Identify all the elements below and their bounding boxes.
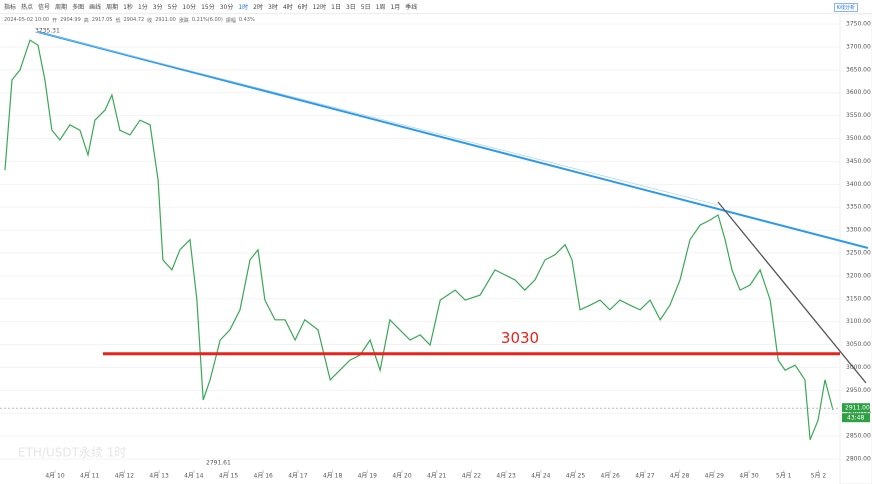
y-tick-label: 3450.00	[846, 158, 871, 165]
toolbar-item[interactable]: 6时	[297, 4, 308, 11]
y-tick-label: 3600.00	[846, 89, 871, 96]
y-tick-label: 2800.00	[846, 456, 871, 463]
toolbar-item[interactable]: 季线	[405, 4, 418, 11]
x-tick-label: 4月 14	[184, 473, 204, 480]
y-tick-label: 3750.00	[846, 21, 871, 28]
x-tick-label: 4月 15	[219, 473, 239, 480]
x-tick-label: 4月 10	[45, 473, 65, 480]
x-tick-label: 4月 13	[149, 473, 169, 480]
x-tick-label: 5月 2	[811, 473, 827, 480]
x-tick-label: 4月 27	[635, 473, 655, 480]
x-tick-label: 5月 1	[776, 473, 792, 480]
x-tick-label: 4月 22	[462, 473, 482, 480]
toolbar-item[interactable]: 周期	[106, 4, 119, 11]
toolbar-item[interactable]: 12时	[312, 4, 327, 11]
info-field: 涨跌	[178, 18, 189, 24]
y-tick-label: 3400.00	[846, 181, 871, 188]
x-tick-label: 4月 16	[254, 473, 274, 480]
info-field: 2904.72	[123, 17, 145, 23]
y-tick-label: 3500.00	[846, 135, 871, 142]
y-tick-label: 3250.00	[846, 249, 871, 256]
info-field: 振幅	[225, 18, 236, 24]
toolbar-item[interactable]: 3日	[345, 4, 356, 11]
y-tick-label: 2950.00	[846, 387, 871, 394]
x-tick-label: 4月 21	[427, 473, 447, 480]
x-tick-label: 4月 29	[705, 473, 725, 480]
x-tick-label: 4月 17	[288, 473, 308, 480]
trend-line-thin	[37, 31, 719, 206]
y-tick-label: 2850.00	[846, 433, 871, 440]
toolbar-item[interactable]: 指标	[4, 4, 17, 11]
info-field: 2911.00	[155, 17, 176, 23]
x-tick-label: 4月 19	[358, 473, 378, 480]
y-tick-label: 3200.00	[846, 272, 871, 279]
analysis-button[interactable]: K线分析	[833, 3, 858, 12]
toolbar-item[interactable]: 周期	[55, 4, 68, 11]
low-label: 2791.61	[206, 459, 231, 466]
toolbar-item[interactable]: 1秒	[123, 4, 133, 11]
toolbar-item[interactable]: 3分	[152, 4, 163, 11]
high-label: 3735.31	[35, 27, 60, 34]
x-tick-label: 4月 25	[566, 473, 586, 480]
toolbar-item[interactable]: 15分	[201, 4, 215, 11]
toolbar-item[interactable]: 多图	[72, 4, 85, 11]
toolbar-item[interactable]: 1时	[238, 4, 249, 11]
info-field: 2904.99	[60, 17, 81, 23]
level-label: 3030	[501, 329, 539, 347]
toolbar-item[interactable]: 1分	[137, 4, 148, 11]
trend-line	[37, 31, 869, 249]
toolbar: 指标 热点 信号 周期 多图 画线 周期 1秒 1分 3分 5分 10分 15分 30分 1时 2时 3时 4时 6…	[0, 0, 872, 14]
info-field: 0.43%	[238, 17, 255, 23]
toolbar-item[interactable]: 5分	[167, 4, 178, 11]
ohlc-info: 2024-05-02 10:00 开 2904.99 高 2917.05 低 2904.72…	[4, 17, 255, 24]
countdown-label: 43:48	[847, 415, 864, 422]
x-tick-label: 4月 23	[496, 473, 516, 480]
y-tick-label: 3650.00	[846, 66, 871, 73]
toolbar-item[interactable]: 5日	[360, 4, 371, 11]
x-tick-label: 4月 28	[670, 473, 690, 480]
y-tick-label: 3100.00	[846, 318, 871, 325]
x-tick-label: 4月 11	[80, 473, 100, 480]
y-tick-label: 3300.00	[846, 227, 871, 234]
toolbar-item[interactable]: 1周	[375, 4, 386, 11]
y-tick-label: 3550.00	[846, 112, 871, 119]
x-tick-label: 4月 12	[115, 473, 135, 480]
x-tick-label: 4月 26	[601, 473, 621, 480]
info-field: 2917.05	[91, 17, 113, 23]
info-field: 2024-05-02 10:00	[4, 17, 50, 23]
toolbar-item[interactable]: 热点	[21, 4, 34, 11]
y-tick-label: 3000.00	[846, 364, 871, 371]
toolbar-item[interactable]: 2时	[253, 4, 263, 11]
toolbar-item[interactable]: 画线	[89, 4, 102, 11]
info-field: 低	[115, 18, 121, 24]
toolbar-item[interactable]: 信号	[38, 4, 51, 11]
y-tick-label: 3050.00	[846, 341, 871, 348]
y-tick-label: 3350.00	[846, 204, 871, 211]
trend-line	[717, 201, 867, 384]
price-line	[4, 39, 834, 441]
x-tick-label: 4月 20	[392, 473, 412, 480]
watermark: ETH/USDT永续 1时	[18, 446, 126, 460]
price-tag-label: 2911.00	[845, 405, 870, 412]
x-tick-label: 4月 30	[739, 473, 759, 480]
x-tick-label: 4月 24	[531, 473, 551, 480]
info-field: 开	[52, 18, 58, 24]
y-tick-label: 3700.00	[846, 43, 871, 50]
toolbar-item[interactable]: 4时	[282, 4, 293, 11]
toolbar-item[interactable]: 10分	[182, 4, 197, 11]
info-field: 0.21%(6.00)	[191, 17, 223, 23]
info-field: 收	[147, 18, 153, 24]
toolbar-item[interactable]: 1月	[390, 4, 401, 11]
toolbar-item[interactable]: 3时	[268, 4, 278, 11]
y-tick-label: 3150.00	[846, 295, 871, 302]
x-tick-label: 4月 18	[323, 473, 343, 480]
toolbar-item[interactable]: 30分	[219, 4, 234, 11]
countdown-tag	[842, 413, 870, 423]
info-field: 高	[83, 18, 89, 24]
toolbar-item[interactable]: 1日	[331, 4, 341, 11]
price-tag	[842, 403, 870, 413]
